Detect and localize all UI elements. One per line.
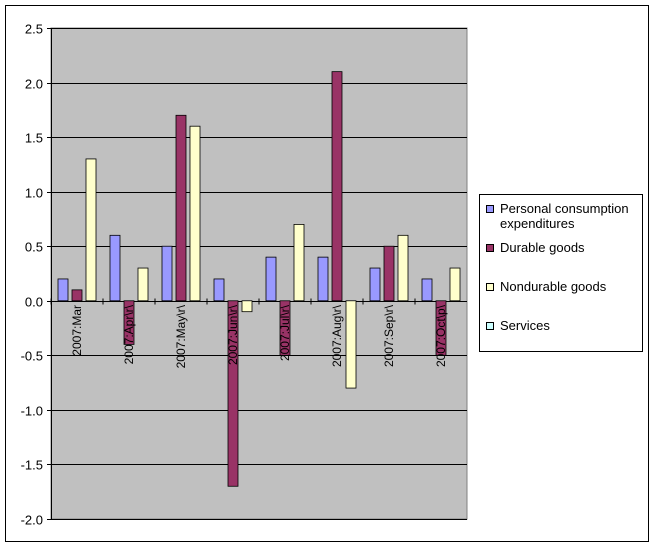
bar [369,267,381,302]
y-tick-label: 1.5 [25,131,43,146]
y-tick-label: -2.0 [21,513,43,528]
bar [189,125,201,302]
bar [449,267,461,302]
y-tick-label: -1.5 [21,458,43,473]
bar [383,245,395,302]
bar [435,300,447,356]
bar [421,278,433,302]
x-tick-label: 2007:Sep\r\ [382,304,396,367]
y-tick-label: 2.5 [25,22,43,37]
bar [57,278,69,302]
bar [109,234,121,302]
bar [123,300,135,345]
x-tick-label: 2007:Mar [70,305,84,356]
bar [279,300,291,356]
bar [317,256,329,302]
legend-label-durable: Durable goods [500,240,585,255]
plot-area: 2.5 2.0 1.5 1.0 0.5 0.0 -0.5 -1.0 -1.5 -2.0 2007:M… [21,22,468,528]
legend-swatch-services [486,322,494,330]
y-tick-label: 2.0 [25,77,43,92]
y-tick-label: -0.5 [21,349,43,364]
y-tick-label: 1.0 [25,186,43,201]
x-tick-label: 2007:May\r\ [174,304,188,368]
bar [345,300,357,389]
bar [241,300,253,313]
y-tick-label: 0.0 [25,295,43,310]
bar [137,267,149,302]
bar [293,223,305,302]
bar [213,278,225,302]
legend-swatch-pce [486,205,494,213]
y-tick-label: 0.5 [25,240,43,255]
legend-label-pce: Personal consumption expenditures [500,201,629,231]
bar [265,256,277,302]
legend-swatch-durable [486,244,494,252]
bar [161,245,173,302]
legend: Personal consumption expenditures Durabl… [479,194,643,352]
bar [175,114,187,302]
bar [71,289,83,302]
x-tick-label: 2007:Jun\r\ [226,304,240,365]
x-tick-label: 2007:Jul\r\ [278,304,292,361]
bar [397,234,409,302]
bar [85,158,97,302]
bar [331,71,343,302]
bar [227,300,239,487]
legend-swatch-nondurable [486,283,494,291]
y-tick-label: -1.0 [21,404,43,419]
x-tick-label: 2007:Apr\r\ [122,304,136,364]
x-tick-label: 2007:Oct\p\ [434,304,448,367]
legend-label-nondurable: Nondurable goods [500,279,607,294]
x-tick-label: 2007:Aug\r\ [330,304,344,367]
legend-label-services: Services [500,318,550,333]
